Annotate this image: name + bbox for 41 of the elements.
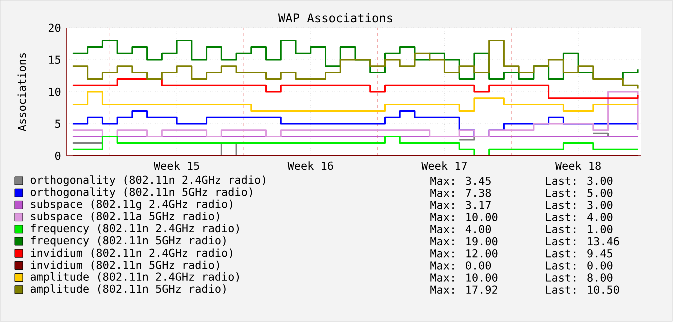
- text: Last: 1.00: [546, 225, 613, 234]
- x-tick-label: Week 17: [422, 162, 467, 170]
- y-tick-label: 15: [49, 56, 60, 64]
- chart-title: WAP Associations: [278, 13, 392, 23]
- legend-label: frequency (802.11n 2.4GHz radio): [31, 224, 240, 235]
- text: Last: 9.45: [546, 249, 612, 258]
- text: Last: 0.00: [546, 262, 613, 270]
- x-tick-label: Week 18: [555, 162, 601, 170]
- text: Max: 4.00: [430, 225, 492, 234]
- text: Last: 4.00: [546, 213, 613, 222]
- text: Max: 17.92: [430, 286, 498, 294]
- text: Last: 13.46: [546, 237, 620, 246]
- text: Max: 0.00: [430, 262, 492, 270]
- y-axis-title: Associations: [18, 54, 26, 132]
- text: Last: 10.50: [546, 286, 620, 294]
- x-tick-label: Week 15: [154, 162, 200, 170]
- text: Last: 5.00: [546, 188, 613, 198]
- text: Last: 8.00: [546, 274, 613, 282]
- legend-label: amplitude (802.11n 2.4GHz radio): [30, 272, 240, 284]
- legend-label: subspace (802.11a 5GHz radio): [31, 212, 220, 223]
- text: Max: 3.45: [430, 176, 491, 186]
- legend-label: invidium (802.11n 5GHz radio): [31, 260, 220, 271]
- text: Max: 7.38: [430, 188, 492, 198]
- text: Last: 3.00: [546, 176, 613, 186]
- text: Max: 12.00: [430, 249, 498, 258]
- text: Last: 3.00: [546, 201, 613, 210]
- legend-label: frequency (802.11n 5GHz radio): [31, 236, 226, 247]
- text: Max: 19.00: [430, 237, 498, 246]
- legend-label: orthogonality (802.11n 2.4GHz radio): [30, 176, 266, 186]
- y-tick-label: 0: [55, 152, 61, 160]
- legend-label: orthogonality (802.11n 5GHz radio): [30, 188, 252, 198]
- legend-label: invidium (802.11n 2.4GHz radio): [31, 248, 232, 258]
- legend-label: subspace (802.11g 2.4GHz radio): [31, 200, 232, 211]
- text: Max: 10.00: [430, 274, 498, 282]
- y-tick-label: 10: [49, 88, 61, 96]
- y-tick-label: 20: [48, 24, 61, 32]
- legend-label: amplitude (802.11n 5GHz radio): [30, 284, 226, 296]
- x-tick-label: Week 16: [288, 162, 334, 170]
- text: Max: 10.00: [430, 213, 498, 222]
- y-tick-label: 5: [56, 120, 60, 128]
- text: Max: 3.17: [430, 201, 491, 210]
